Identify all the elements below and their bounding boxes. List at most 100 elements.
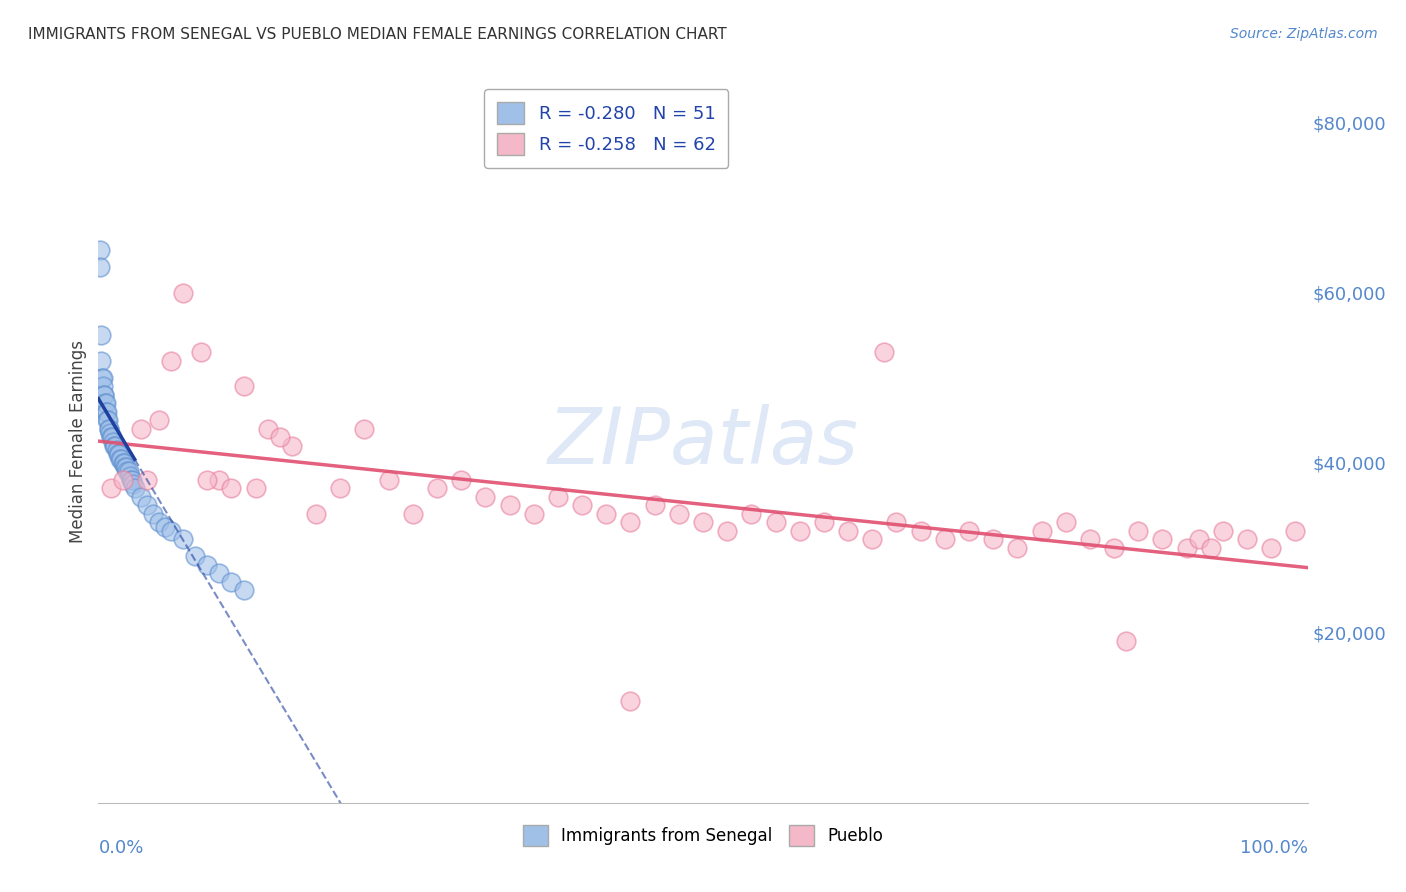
Point bbox=[111, 456, 134, 470]
Point bbox=[837, 524, 859, 538]
Point bbox=[94, 396, 117, 410]
Legend: Immigrants from Senegal, Pueblo: Immigrants from Senegal, Pueblo bbox=[516, 819, 890, 852]
Point bbox=[1115, 634, 1137, 648]
Point bbox=[135, 473, 157, 487]
Point bbox=[281, 439, 304, 453]
Point bbox=[619, 694, 641, 708]
Point bbox=[122, 477, 145, 491]
Point bbox=[195, 473, 218, 487]
Point bbox=[1188, 533, 1211, 547]
Point bbox=[1284, 524, 1306, 538]
Point bbox=[860, 533, 883, 547]
Point bbox=[934, 533, 956, 547]
Point bbox=[91, 371, 114, 385]
Point bbox=[94, 396, 117, 410]
Point bbox=[129, 422, 152, 436]
Point bbox=[595, 507, 617, 521]
Text: ZIPatlas: ZIPatlas bbox=[547, 403, 859, 480]
Point bbox=[93, 388, 115, 402]
Point bbox=[100, 481, 122, 495]
Point bbox=[353, 422, 375, 436]
Point bbox=[97, 413, 120, 427]
Point bbox=[89, 260, 111, 275]
Point bbox=[1007, 541, 1029, 555]
Point bbox=[1199, 541, 1222, 555]
Point bbox=[1236, 533, 1258, 547]
Point bbox=[668, 507, 690, 521]
Point bbox=[142, 507, 165, 521]
Point bbox=[190, 345, 212, 359]
Point bbox=[97, 422, 120, 436]
Point bbox=[1175, 541, 1198, 555]
Point bbox=[107, 447, 129, 461]
Text: 100.0%: 100.0% bbox=[1240, 838, 1308, 857]
Point bbox=[96, 405, 118, 419]
Point bbox=[108, 447, 131, 461]
Point bbox=[118, 464, 141, 478]
Point bbox=[957, 524, 980, 538]
Point bbox=[547, 490, 569, 504]
Point bbox=[115, 460, 138, 475]
Point bbox=[1152, 533, 1174, 547]
Point bbox=[886, 516, 908, 530]
Point bbox=[644, 498, 666, 512]
Point bbox=[135, 498, 157, 512]
Point bbox=[160, 524, 183, 538]
Point bbox=[208, 473, 231, 487]
Point bbox=[118, 468, 141, 483]
Point bbox=[1260, 541, 1282, 555]
Point bbox=[981, 533, 1004, 547]
Point bbox=[89, 244, 111, 258]
Point bbox=[91, 379, 114, 393]
Point bbox=[692, 516, 714, 530]
Point bbox=[208, 566, 231, 581]
Point bbox=[1078, 533, 1101, 547]
Point bbox=[1102, 541, 1125, 555]
Point bbox=[91, 371, 114, 385]
Point bbox=[108, 451, 131, 466]
Point bbox=[114, 460, 136, 475]
Point bbox=[329, 481, 352, 495]
Point bbox=[129, 490, 152, 504]
Point bbox=[195, 558, 218, 572]
Point bbox=[474, 490, 496, 504]
Point bbox=[90, 328, 112, 343]
Point bbox=[765, 516, 787, 530]
Point bbox=[232, 583, 254, 598]
Point bbox=[402, 507, 425, 521]
Point bbox=[740, 507, 762, 521]
Point bbox=[117, 464, 139, 478]
Point bbox=[305, 507, 328, 521]
Point bbox=[110, 451, 132, 466]
Point bbox=[96, 413, 118, 427]
Point bbox=[172, 285, 194, 300]
Point bbox=[124, 481, 146, 495]
Point bbox=[256, 422, 278, 436]
Point bbox=[160, 353, 183, 368]
Point bbox=[121, 473, 143, 487]
Point bbox=[172, 533, 194, 547]
Point bbox=[498, 498, 520, 512]
Point bbox=[232, 379, 254, 393]
Point bbox=[813, 516, 835, 530]
Point bbox=[1054, 516, 1077, 530]
Point bbox=[148, 413, 170, 427]
Point bbox=[789, 524, 811, 538]
Point bbox=[184, 549, 207, 564]
Point bbox=[93, 388, 115, 402]
Text: Source: ZipAtlas.com: Source: ZipAtlas.com bbox=[1230, 27, 1378, 41]
Point bbox=[103, 439, 125, 453]
Point bbox=[221, 481, 243, 495]
Point bbox=[426, 481, 449, 495]
Point bbox=[120, 473, 142, 487]
Y-axis label: Median Female Earnings: Median Female Earnings bbox=[69, 340, 87, 543]
Point bbox=[148, 516, 170, 530]
Point bbox=[571, 498, 593, 512]
Point bbox=[245, 481, 267, 495]
Point bbox=[450, 473, 472, 487]
Point bbox=[98, 422, 121, 436]
Point bbox=[104, 439, 127, 453]
Point bbox=[1128, 524, 1150, 538]
Point bbox=[619, 516, 641, 530]
Point bbox=[1031, 524, 1053, 538]
